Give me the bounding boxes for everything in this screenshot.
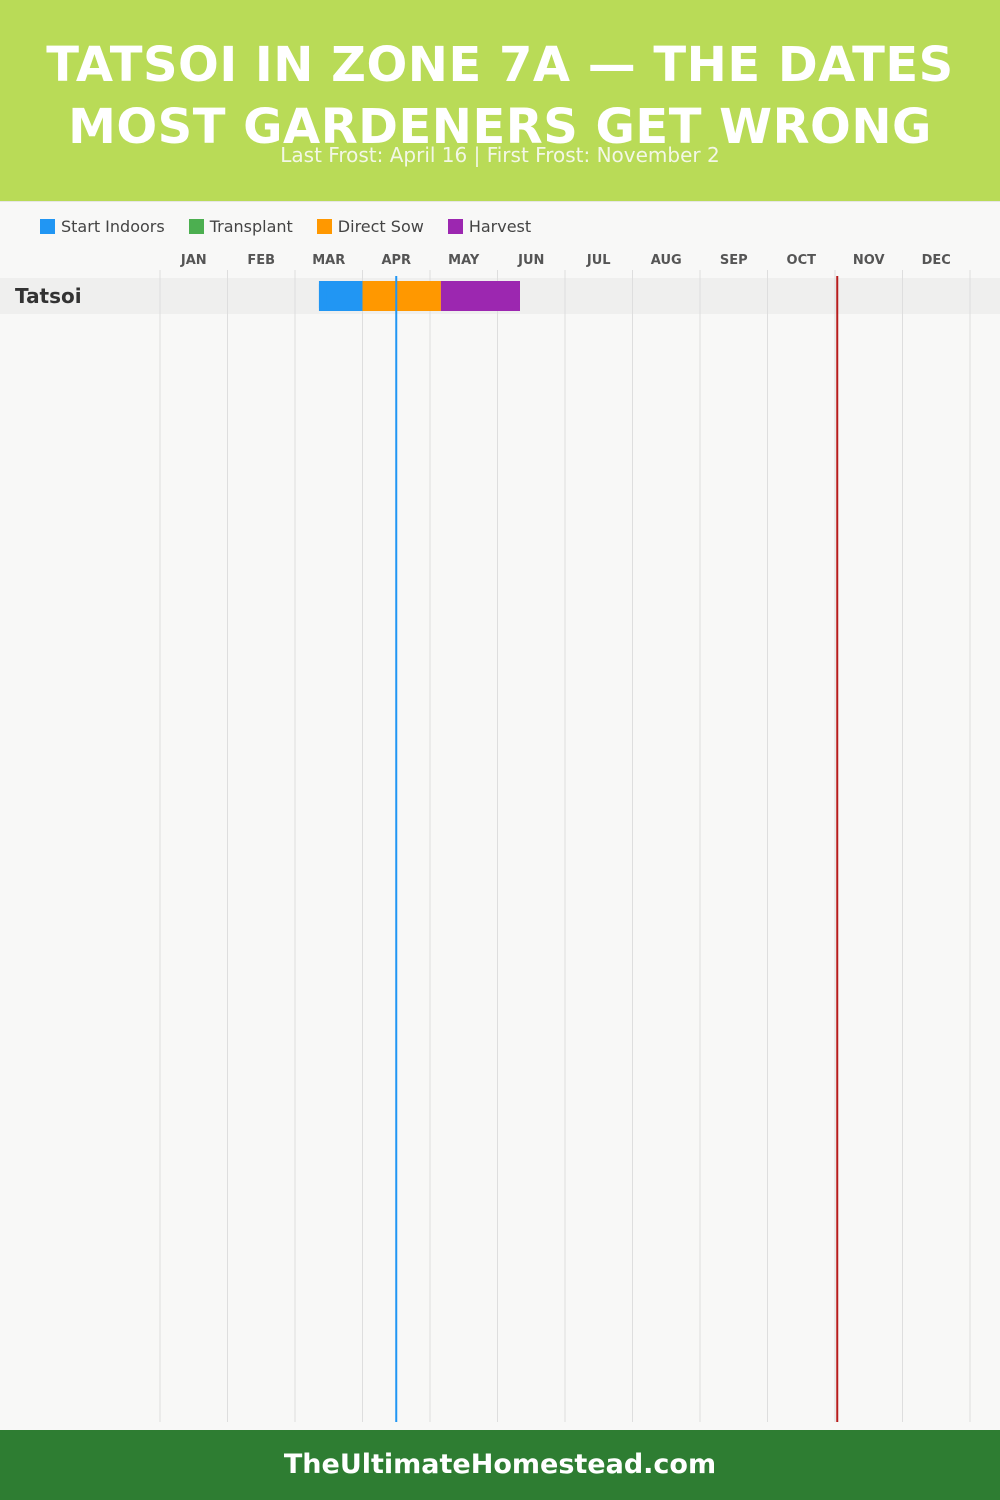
legend-item-direct-sow: Direct Sow [316,216,424,236]
month-label-aug: AUG [651,253,682,268]
legend-swatch [188,218,204,234]
legend-label: Harvest [468,216,532,236]
legend-item-harvest: Harvest [447,216,532,236]
header-banner: TATSOI IN ZONE 7A — THE DATES MOST GARDE… [0,0,1000,201]
planting-calendar-chart: JAN FEB MAR APR MAY JUN JUL AUG SEP OCT NOV DEC Tats… [0,201,1000,1430]
month-label-sep: SEP [720,253,748,268]
month-label-jun: JUN [517,253,544,268]
legend-swatch [447,218,463,234]
site-name: TheUltimateHomestead.com [283,1449,717,1480]
legend-item-transplant: Transplant [188,216,293,236]
month-label-feb: FEB [247,253,275,268]
legend-item-start-indoors: Start Indoors [40,217,165,236]
bar-direct-sow [362,281,441,311]
frost-dates-subtitle: Last Frost: April 16 | First Frost: Nove… [280,143,720,167]
legend-label: Transplant [209,216,293,236]
legend-swatch [316,218,332,234]
footer-banner: TheUltimateHomestead.com [0,1430,1000,1500]
legend-label: Direct Sow [337,216,424,236]
month-label-oct: OCT [787,253,817,268]
bar-cap-end [512,281,520,311]
legend-swatch [40,218,55,234]
month-label-jan: JAN [180,253,207,268]
month-label-dec: DEC [922,253,951,268]
calendar-grid: JAN FEB MAR APR MAY JUN JUL AUG SEP OCT NOV DEC Tats… [0,253,1000,1422]
chart-legend: Start Indoors Transplant Direct Sow Harvest [40,216,531,236]
month-label-nov: NOV [853,253,885,268]
page-title: TATSOI IN ZONE 7A — THE DATES MOST GARDE… [46,37,954,155]
crop-label: Tatsoi [15,284,82,308]
month-label-apr: APR [381,253,411,268]
bar-harvest [440,281,520,311]
month-label-mar: MAR [312,253,345,268]
month-label-jul: JUL [586,253,611,268]
bar-cap-start [318,281,327,311]
legend-label: Start Indoors [61,216,165,236]
month-label-may: MAY [448,253,480,268]
